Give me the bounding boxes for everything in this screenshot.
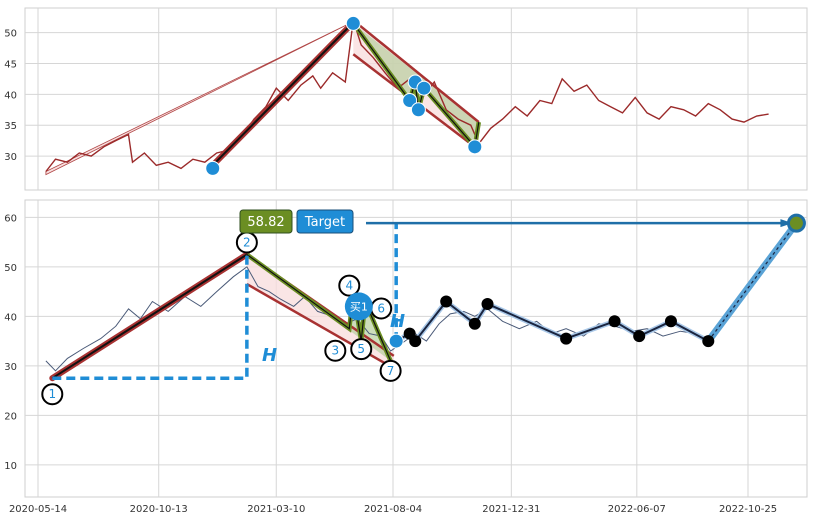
wave-point-circle	[338, 274, 361, 297]
top-y-tick-labels: 30 35 40 45 50	[4, 29, 17, 163]
wave-point-label: 4	[345, 279, 353, 293]
bottom-y-tick-label: 50	[4, 263, 17, 274]
top-y-tick-label: 35	[4, 121, 17, 132]
top-pattern-point	[416, 80, 432, 96]
bottom-y-tick-label: 30	[4, 362, 17, 373]
wave-point-circle	[324, 339, 347, 362]
x-tick-label: 2020-10-13	[130, 504, 188, 515]
height-label-2: H	[390, 311, 405, 332]
buy-marker-circle	[344, 292, 373, 321]
forecast-point	[440, 295, 453, 308]
top-pattern-point	[402, 93, 418, 109]
top-upper-channel-line	[352, 19, 480, 124]
forecast-point	[702, 335, 715, 348]
bottom-impulse-leg-inner	[51, 253, 248, 380]
top-projection-wedge	[45, 21, 354, 176]
top-pattern-point	[205, 160, 221, 176]
target-value-label: 58.82	[247, 215, 284, 230]
x-tick-label: 2022-10-25	[719, 504, 777, 515]
top-pattern-points	[205, 15, 483, 176]
forecast-start-point	[388, 333, 404, 349]
x-tick-labels: 2020-05-14 2020-10-13 2021-03-10 2021-08-04…	[9, 504, 777, 515]
wave-point-circle	[350, 338, 373, 361]
top-pattern-point	[410, 102, 426, 118]
x-tick-label: 2020-05-14	[9, 504, 67, 515]
forecast-point	[633, 330, 646, 343]
top-pattern-point	[345, 15, 361, 31]
top-y-tick-label: 30	[4, 152, 17, 163]
forecast-point	[481, 297, 494, 310]
target-badge: Target	[296, 209, 354, 234]
bottom-wave-markers: 1 2 3 4 5 6 7 买1	[41, 213, 806, 406]
wave-point-label: 7	[387, 364, 395, 378]
target-arrow-head	[780, 219, 793, 228]
target-value-badge: 58.82	[239, 209, 293, 234]
bottom-grid	[25, 200, 807, 497]
top-impulse-leg-inner	[211, 25, 351, 167]
bottom-y-tick-label: 10	[4, 461, 17, 472]
bottom-annotations: 58.82 Target H H	[239, 209, 405, 366]
top-y-tick-label: 40	[4, 90, 17, 101]
height-leg-1-line	[52, 254, 249, 380]
forecast-point	[560, 332, 573, 345]
wave-point-label: 1	[48, 387, 56, 401]
wave-point-circle	[41, 383, 64, 406]
target-point	[786, 213, 806, 233]
target-value-badge-box	[239, 209, 293, 234]
bottom-y-tick-label: 20	[4, 411, 17, 422]
bottom-plot-area	[24, 199, 808, 498]
bottom-panel: 10 20 30 40 50 60 2020-05-14 2020-10-13 2021-03…	[4, 199, 808, 515]
x-tick-label: 2022-06-07	[608, 504, 666, 515]
forecast-point	[409, 335, 422, 348]
wave-point-circle	[379, 359, 402, 382]
x-tick-label: 2021-12-31	[482, 504, 540, 515]
forecast-point	[664, 315, 677, 328]
buy-marker-label: 买1	[350, 300, 368, 313]
bottom-y-tick-label: 60	[4, 213, 17, 224]
forecast-point	[468, 317, 481, 330]
bottom-price-line	[45, 266, 709, 372]
wave-point-label: 2	[243, 235, 251, 249]
target-badge-box	[296, 209, 354, 234]
height-label-1: H	[262, 345, 277, 366]
forecast-point	[608, 315, 621, 328]
top-panel: 30 35 40 45 50	[4, 7, 808, 191]
bottom-y-tick-label: 40	[4, 312, 17, 323]
target-label: Target	[304, 215, 345, 230]
bottom-y-tick-labels: 10 20 30 40 50 60	[4, 213, 17, 472]
x-tick-label: 2021-08-04	[364, 504, 422, 515]
wave-point-label: 3	[331, 344, 339, 358]
x-tick-label: 2021-03-10	[247, 504, 305, 515]
wave-point-label: 5	[357, 342, 365, 356]
wave-point-label: 6	[377, 301, 385, 315]
top-pattern-point	[467, 139, 483, 155]
target-projection-inner	[707, 222, 797, 342]
top-y-tick-label: 45	[4, 60, 17, 71]
top-y-tick-label: 50	[4, 29, 17, 40]
